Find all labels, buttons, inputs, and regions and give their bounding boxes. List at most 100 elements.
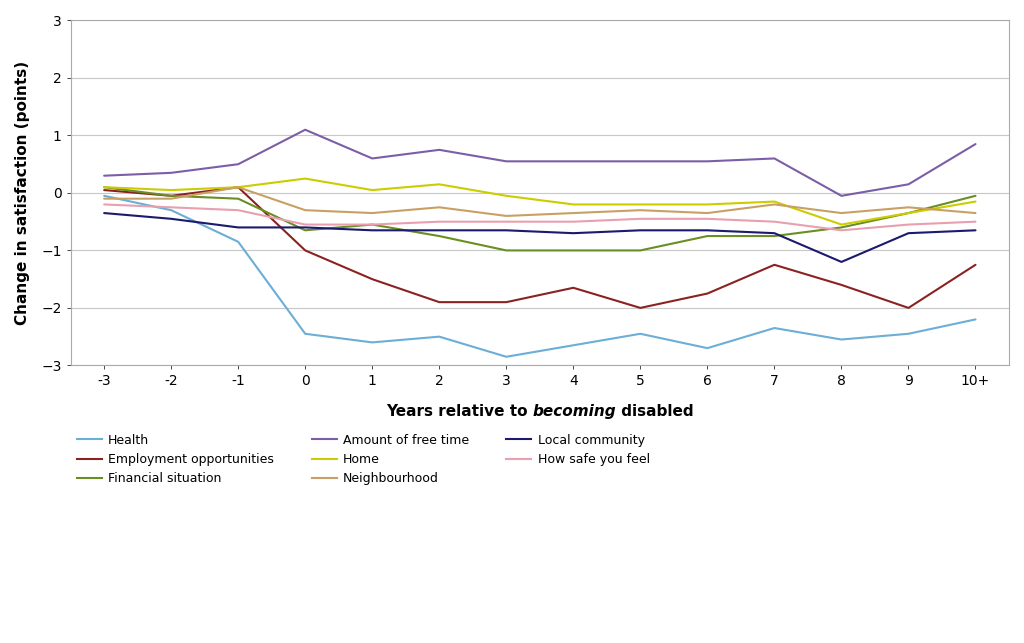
Amount of free time [299, 126, 311, 134]
Amount of free time [367, 154, 379, 162]
Neighbourhood [970, 209, 982, 217]
Employment opportunities [634, 304, 646, 312]
Health [768, 324, 780, 332]
Local community [768, 230, 780, 237]
Amount of free time [634, 158, 646, 165]
Line: Home: Home [104, 179, 976, 224]
Employment opportunities [701, 290, 714, 298]
Local community [902, 230, 914, 237]
How safe you feel [768, 218, 780, 226]
Local community [299, 224, 311, 231]
Local community [567, 230, 580, 237]
Local community [970, 226, 982, 234]
How safe you feel [433, 218, 445, 226]
Line: Neighbourhood: Neighbourhood [104, 187, 976, 216]
How safe you feel [232, 206, 245, 214]
Home [634, 201, 646, 208]
Employment opportunities [970, 261, 982, 269]
Neighbourhood [98, 195, 111, 203]
Amount of free time [500, 158, 512, 165]
Line: Employment opportunities: Employment opportunities [104, 187, 976, 308]
How safe you feel [902, 221, 914, 228]
Health [500, 353, 512, 361]
How safe you feel [299, 221, 311, 228]
Health [701, 344, 714, 352]
Health [232, 238, 245, 246]
Line: How safe you feel: How safe you feel [104, 204, 976, 230]
Neighbourhood [768, 201, 780, 208]
Amount of free time [970, 140, 982, 148]
Financial situation [299, 226, 311, 234]
Employment opportunities [500, 298, 512, 306]
Financial situation [98, 183, 111, 191]
Neighbourhood [836, 209, 848, 217]
Employment opportunities [836, 281, 848, 289]
Y-axis label: Change in satisfaction (points): Change in satisfaction (points) [15, 61, 30, 325]
Financial situation [433, 232, 445, 240]
Home [970, 197, 982, 205]
Employment opportunities [98, 186, 111, 194]
Employment opportunities [902, 304, 914, 312]
How safe you feel [836, 226, 848, 234]
Amount of free time [232, 160, 245, 168]
Local community [367, 226, 379, 234]
Home [768, 197, 780, 205]
Neighbourhood [299, 206, 311, 214]
Local community [165, 215, 177, 222]
Employment opportunities [232, 183, 245, 191]
Home [98, 183, 111, 191]
Amount of free time [165, 169, 177, 177]
Financial situation [165, 192, 177, 200]
Neighbourhood [165, 195, 177, 203]
Text: Years relative to: Years relative to [386, 404, 532, 419]
Health [634, 330, 646, 338]
Amount of free time [768, 154, 780, 162]
Health [567, 341, 580, 349]
How safe you feel [701, 215, 714, 222]
Text: disabled: disabled [616, 404, 694, 419]
Local community [433, 226, 445, 234]
Local community [232, 224, 245, 231]
Home [433, 181, 445, 188]
Local community [634, 226, 646, 234]
Home [367, 186, 379, 194]
Amount of free time [836, 192, 848, 200]
Financial situation [367, 221, 379, 228]
How safe you feel [567, 218, 580, 226]
Employment opportunities [299, 246, 311, 254]
Home [567, 201, 580, 208]
Financial situation [902, 209, 914, 217]
Home [232, 183, 245, 191]
How safe you feel [500, 218, 512, 226]
Home [836, 221, 848, 228]
Neighbourhood [902, 203, 914, 211]
Line: Financial situation: Financial situation [104, 187, 976, 250]
Home [299, 175, 311, 183]
Health [98, 192, 111, 200]
Neighbourhood [567, 209, 580, 217]
Neighbourhood [367, 209, 379, 217]
Financial situation [768, 232, 780, 240]
Employment opportunities [768, 261, 780, 269]
Line: Health: Health [104, 196, 976, 357]
Amount of free time [98, 172, 111, 179]
Health [299, 330, 311, 338]
Amount of free time [701, 158, 714, 165]
Financial situation [232, 195, 245, 203]
Health [836, 336, 848, 343]
How safe you feel [98, 201, 111, 208]
Neighbourhood [433, 203, 445, 211]
Amount of free time [902, 181, 914, 188]
Financial situation [701, 232, 714, 240]
Employment opportunities [367, 275, 379, 283]
Health [970, 316, 982, 323]
Financial situation [567, 246, 580, 254]
Health [433, 333, 445, 341]
Local community [500, 226, 512, 234]
Financial situation [970, 192, 982, 200]
Amount of free time [567, 158, 580, 165]
How safe you feel [165, 203, 177, 211]
Line: Amount of free time: Amount of free time [104, 130, 976, 196]
Employment opportunities [433, 298, 445, 306]
Home [902, 209, 914, 217]
